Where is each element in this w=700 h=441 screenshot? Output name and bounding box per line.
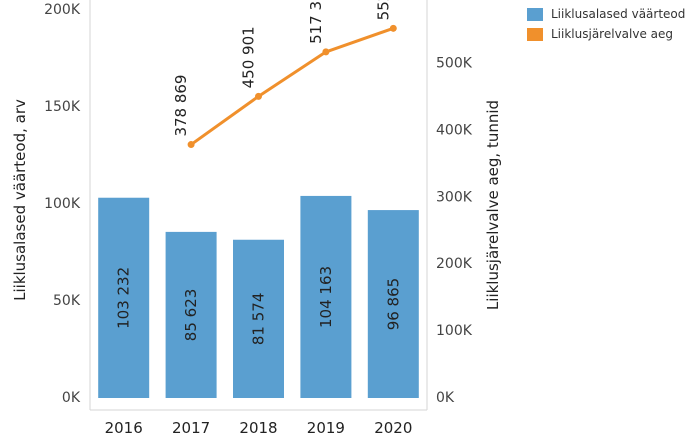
- bar-2019: [300, 195, 352, 398]
- left-tick-label: 100K: [44, 196, 81, 212]
- right-tick-label: 300K: [436, 189, 473, 205]
- legend-item-line[interactable]: Liiklusjärelvalve aeg: [527, 24, 685, 44]
- bar-2020: [367, 210, 419, 398]
- bar-value-label: 85 623: [182, 289, 200, 342]
- left-axis-title: Liiklusalased väärteod, arv: [11, 99, 29, 301]
- left-tick-label: 0K: [62, 390, 81, 406]
- line-point-2020: [389, 24, 397, 32]
- line-point-2017: [187, 141, 195, 149]
- line-series: 378 869 450 901 517 355 552 616: [172, 0, 397, 149]
- legend-swatch-line: [527, 27, 543, 41]
- x-tick-label: 2020: [374, 419, 412, 437]
- line-point-2018: [255, 92, 262, 100]
- line-point-2019: [322, 48, 330, 56]
- right-tick-label: 500K: [436, 56, 473, 72]
- bar-value-label: 103 232: [115, 267, 133, 329]
- legend: Liiklusalased väärteod Liiklusjärelvalve…: [527, 4, 685, 44]
- line-path: [189, 26, 395, 147]
- bar-value-label: 96 865: [384, 278, 402, 331]
- left-tick-label: 50K: [53, 293, 81, 309]
- left-tick-label: 200K: [44, 2, 81, 18]
- legend-item-bars[interactable]: Liiklusalased väärteod: [527, 4, 685, 24]
- right-axis-title: Liiklusjärelvalve aeg, tunnid: [484, 100, 502, 310]
- bar-2017: [165, 231, 217, 398]
- bar-2018: [233, 239, 284, 398]
- axes: 0K 50K 100K 150K 200K 0K 100K 200K 300K 400K 500K 2…: [11, 0, 502, 437]
- line-value-label: 450 901: [240, 26, 258, 88]
- bar-2016: [98, 197, 150, 398]
- left-tick-label: 150K: [44, 99, 81, 115]
- right-tick-label: 0K: [436, 390, 455, 406]
- bar-value-label: 104 163: [317, 266, 335, 328]
- x-tick-label: 2016: [105, 419, 143, 437]
- x-tick-label: 2018: [239, 419, 277, 437]
- line-value-label: 517 355: [307, 0, 325, 44]
- bar-series: [98, 195, 419, 398]
- bar-data-labels: 103 232 85 623 81 574 104 163 96 865: [115, 266, 403, 345]
- legend-label-bars: Liiklusalased väärteod: [551, 7, 686, 21]
- legend-swatch-bars: [527, 7, 543, 21]
- bar-value-label: 81 574: [250, 293, 268, 346]
- line-value-label: 552 616: [374, 0, 392, 20]
- right-tick-label: 100K: [436, 323, 473, 339]
- legend-label-line: Liiklusjärelvalve aeg: [551, 27, 674, 41]
- right-tick-label: 200K: [436, 256, 473, 272]
- x-tick-label: 2017: [172, 419, 210, 437]
- line-value-label: 378 869: [172, 75, 190, 137]
- x-tick-label: 2019: [307, 419, 345, 437]
- right-tick-label: 400K: [436, 122, 473, 138]
